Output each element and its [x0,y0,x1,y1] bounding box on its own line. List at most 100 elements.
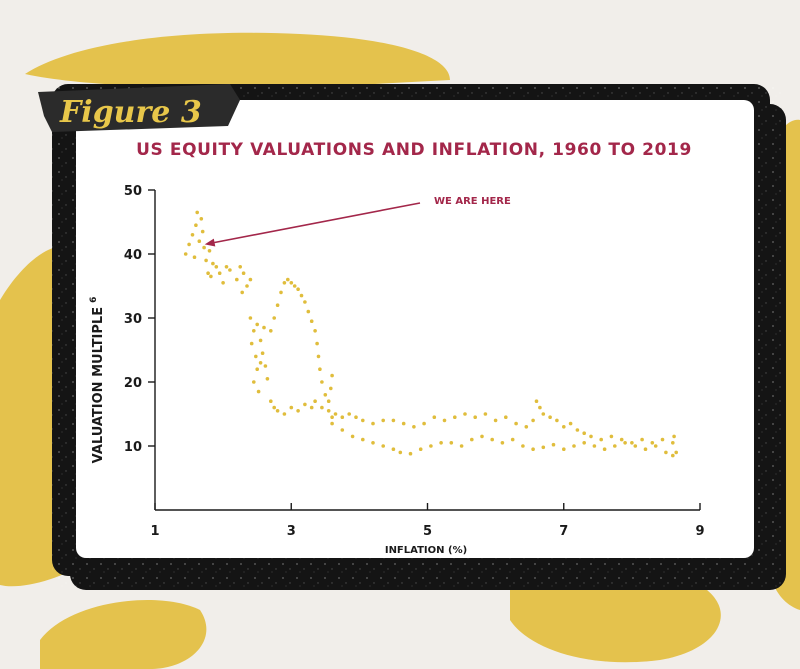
data-point [260,351,265,356]
data-point [292,284,297,288]
data-point [313,399,317,404]
data-point [228,268,232,272]
data-point [643,447,648,452]
data-point [256,389,261,394]
data-point [453,415,457,420]
x-tick-label: 7 [559,524,568,539]
data-point [381,418,386,423]
y-tick-label: 20 [124,376,142,391]
data-point [279,290,283,295]
data-point [381,444,386,448]
data-point [568,421,573,426]
data-point [211,261,215,266]
data-point [252,329,256,333]
data-point [664,450,668,455]
annotation-arrowhead [204,238,216,247]
x-axis-label: INFLATION (%) [385,545,467,556]
data-point [463,412,467,416]
data-point [500,441,505,445]
data-point [609,434,614,439]
data-point [217,271,222,276]
data-point [630,441,634,445]
data-point [192,255,197,259]
data-point [534,399,539,404]
data-point [269,399,273,404]
data-point [589,434,593,439]
data-point [538,405,542,410]
data-point [245,284,249,288]
figure-tag-banner [38,84,240,132]
data-point [249,341,254,346]
data-point [531,447,535,452]
data-point [318,367,322,372]
data-point [470,437,474,442]
data-point [671,453,675,458]
data-point [187,242,191,247]
data-point [252,380,256,384]
data-point [194,223,198,227]
data-point [286,277,290,282]
data-point [524,425,529,429]
figure-tag-label: Figure 3 [59,95,202,130]
data-point [418,447,423,452]
data-point [258,361,263,365]
blob-top [25,32,450,88]
data-point [202,245,206,250]
data-point [371,421,375,426]
data-point [254,354,258,359]
data-point [582,431,586,436]
x-ticks: 1 3 5 7 9 [150,503,705,539]
data-point [350,434,355,439]
data-point [207,249,212,253]
blob-bottom-right [510,566,721,663]
data-point [449,441,454,445]
data-point [275,409,280,413]
data-point [650,441,655,445]
data-point [313,329,317,333]
data-point [660,437,665,442]
data-point [361,437,365,442]
data-point [575,428,580,432]
data-point [672,434,676,439]
data-point [531,418,535,423]
data-point [653,444,658,448]
data-point [214,265,219,269]
data-point [361,418,365,423]
data-point [323,393,328,397]
data-point [303,300,307,304]
data-point [309,319,314,324]
data-point [340,415,345,420]
data-point [480,434,484,439]
data-point [602,447,607,452]
data-point [315,341,319,346]
data-point [562,425,566,429]
data-point [412,425,416,429]
data-point [309,405,314,410]
data-point [333,412,338,416]
blob-bottom-left [40,600,207,669]
data-point [391,418,396,423]
data-point [504,415,508,420]
data-point [282,281,287,285]
data-point [289,281,294,285]
data-point [473,415,478,420]
data-point [329,386,333,391]
x-tick-label: 1 [150,524,159,539]
y-tick-label: 40 [124,248,142,263]
data-point [354,415,358,420]
data-point [263,364,268,368]
data-point [572,444,576,448]
data-point [592,444,597,448]
data-point [238,265,242,269]
data-point [241,271,246,276]
data-point [235,277,239,282]
annotation-arrow [214,202,421,244]
data-point [401,421,406,426]
data-point [282,412,287,416]
data-point [640,437,644,442]
data-point [289,405,294,410]
data-point [224,265,229,269]
annotation: WE ARE HERE [204,196,511,247]
data-point [195,210,199,215]
